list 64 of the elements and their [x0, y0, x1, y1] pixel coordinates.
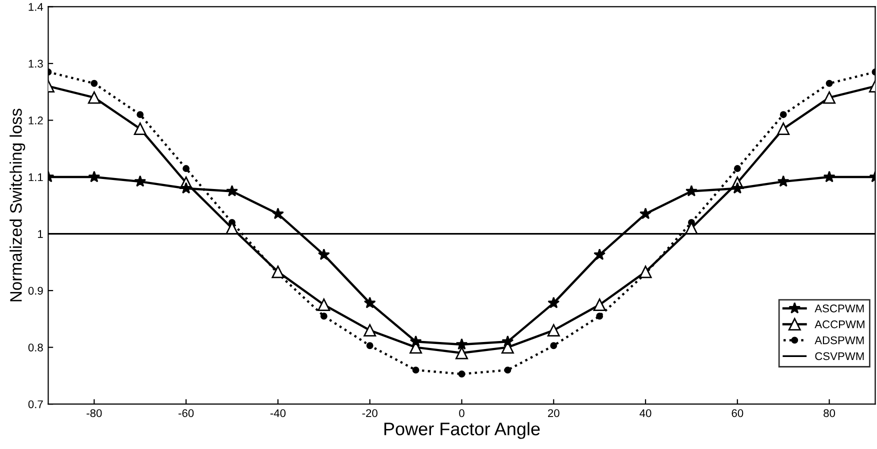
point: [136, 111, 144, 118]
point: [777, 122, 790, 136]
point: [455, 346, 468, 360]
x-axis-title: Power Factor Angle: [384, 422, 540, 439]
x-tick-label: -60: [178, 409, 194, 418]
x-tick-label: 60: [732, 409, 744, 418]
point: [182, 165, 190, 172]
point: [547, 324, 560, 337]
point: [320, 312, 328, 320]
point: [548, 296, 560, 308]
point: [180, 182, 192, 194]
point: [226, 184, 238, 196]
point: [366, 342, 374, 350]
legend-label: ADSPWM: [814, 336, 864, 344]
point: [639, 266, 652, 278]
y-tick-label: 0.8: [28, 344, 43, 352]
point: [134, 175, 146, 187]
y-tick-label: 1.3: [28, 60, 43, 68]
point: [318, 248, 330, 260]
point: [456, 338, 468, 350]
point: [734, 165, 741, 172]
point: [823, 91, 836, 104]
legend-label: CSVPWM: [815, 352, 864, 360]
legend-label: ASCPWM: [814, 304, 864, 312]
point: [777, 175, 790, 187]
point: [502, 335, 514, 347]
point: [134, 122, 146, 136]
point: [318, 298, 330, 312]
legend-label: ACCPWM: [814, 320, 864, 328]
point: [458, 370, 466, 378]
point: [685, 184, 698, 196]
point: [90, 80, 98, 87]
point: [550, 342, 558, 350]
point: [364, 324, 376, 337]
point: [272, 208, 284, 220]
x-tick-label: 20: [548, 409, 560, 418]
x-tick-label: -80: [86, 409, 102, 418]
y-tick-label: 1.2: [28, 116, 43, 124]
point: [88, 91, 100, 104]
y-tick-label: 1.1: [28, 173, 43, 182]
point: [410, 335, 422, 347]
point: [731, 182, 744, 194]
point: [364, 296, 376, 308]
point: [780, 111, 787, 118]
x-tick-label: -20: [362, 409, 378, 418]
point: [594, 248, 606, 260]
x-tick-label: 40: [640, 409, 652, 418]
point: [823, 170, 836, 182]
point: [412, 366, 420, 374]
y-tick-label: 1: [38, 230, 43, 238]
x-tick-label: -40: [270, 409, 286, 418]
x-tick-label: 0: [459, 409, 464, 418]
y-axis-title: Normalized Switching loss: [10, 108, 26, 302]
point: [272, 266, 284, 278]
point: [826, 80, 833, 87]
point: [88, 170, 100, 182]
point: [504, 366, 512, 374]
x-tick-label: 80: [824, 409, 836, 418]
point: [640, 208, 652, 220]
y-tick-label: 0.9: [28, 286, 43, 295]
point: [593, 298, 606, 312]
y-tick-label: 0.7: [28, 400, 43, 408]
y-tick-label: 1.4: [28, 3, 44, 11]
point: [596, 312, 604, 320]
